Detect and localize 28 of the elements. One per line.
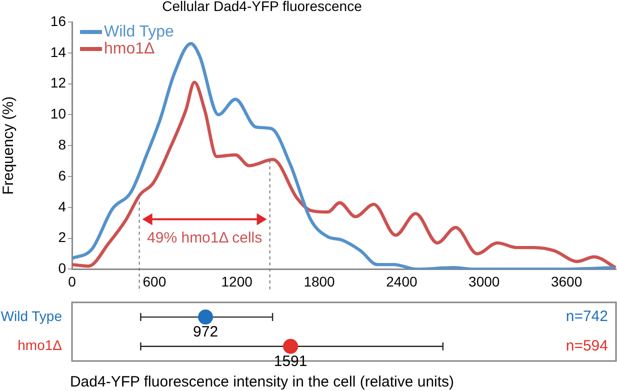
y-tick-label: hmo1Δ	[18, 337, 62, 354]
annotation: 49% hmo1Δ cells	[147, 229, 262, 246]
y-tick-label: 4	[58, 198, 66, 214]
annotation: n=742	[566, 308, 608, 326]
x-tick-label: 2400	[386, 273, 418, 290]
x-tick-label: 0	[68, 273, 76, 290]
y-tick-label: 0	[58, 260, 66, 276]
data-label: 1591	[274, 352, 308, 370]
legend-label: hmo1Δ	[104, 40, 156, 58]
y-tick-label: Wild Type	[0, 308, 62, 324]
y-tick-label: 12	[50, 74, 66, 91]
y-tick-label: 14	[50, 44, 66, 60]
y-tick-label: 8	[58, 136, 66, 152]
x-tick-label: 1800	[304, 273, 336, 290]
y-axis-title: Frequency (%)	[0, 96, 18, 195]
data-label: 972	[193, 324, 218, 341]
y-tick-label: 6	[58, 167, 66, 184]
x-tick-label: 3000	[468, 273, 500, 290]
y-tick-label: 2	[58, 229, 66, 246]
chart-title: Cellular Dad4-YFP fluorescence	[162, 0, 362, 14]
legend-label: Wild Type	[104, 23, 174, 40]
y-tick-label: 16	[50, 12, 66, 29]
x-axis-title: Dad4-YFP fluorescence intensity in the cell (relative units)	[70, 374, 454, 391]
x-tick-label: 1200	[221, 273, 253, 290]
y-tick-label: 10	[50, 106, 66, 122]
x-tick-label: 3600	[550, 273, 582, 290]
annotation: n=594	[566, 337, 608, 354]
x-tick-label: 600	[142, 273, 166, 290]
